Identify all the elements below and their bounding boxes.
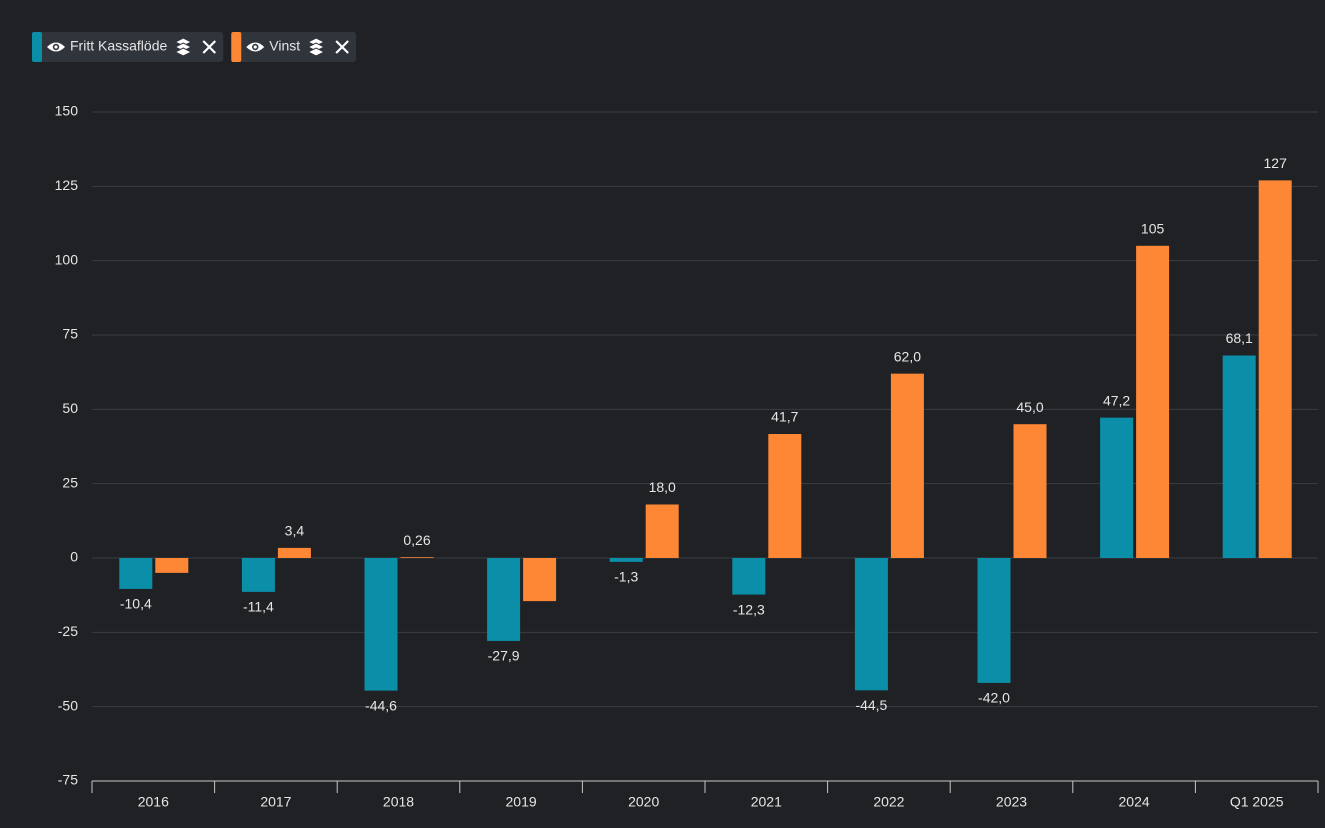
legend: Fritt Kassaflöde Vinst	[32, 32, 357, 62]
legend-chip	[32, 32, 224, 62]
eye-icon[interactable]	[47, 42, 65, 52]
bar	[609, 558, 643, 562]
y-tick-label: 0	[70, 549, 78, 565]
bar	[854, 558, 888, 691]
bar	[241, 558, 275, 592]
bar	[1258, 180, 1292, 559]
y-tick-label: 125	[55, 177, 79, 193]
bar	[732, 558, 766, 595]
data-label: 127	[1264, 155, 1288, 171]
eye-dot	[253, 45, 257, 49]
data-label: 45,0	[1016, 399, 1043, 415]
stack-layer	[174, 47, 193, 57]
data-label: -12,3	[733, 601, 765, 617]
data-label: -42,0	[978, 690, 1010, 706]
bar	[645, 504, 679, 558]
y-tick-label: -50	[58, 697, 78, 713]
bar	[1013, 424, 1047, 558]
legend-swatch	[231, 32, 242, 62]
x-tick-label: 2024	[1119, 794, 1150, 810]
close-icon[interactable]	[335, 40, 349, 54]
data-label: -1,3	[614, 569, 638, 585]
x-tick-label: 2022	[873, 794, 904, 810]
y-tick-label: 75	[62, 326, 78, 342]
data-label: 3,4	[285, 523, 305, 539]
stack-layer	[307, 47, 326, 57]
eye-icon[interactable]	[246, 42, 265, 52]
legend-label: Vinst	[269, 38, 300, 54]
data-label: -44,5	[855, 697, 887, 713]
x-tick-label: 2018	[383, 794, 414, 810]
data-label: 18,0	[649, 479, 676, 495]
bar	[1136, 245, 1170, 559]
data-label: 62,0	[894, 348, 921, 364]
bar	[977, 558, 1011, 683]
stack-icon[interactable]	[307, 37, 326, 57]
bar	[768, 434, 802, 558]
bar	[1100, 417, 1134, 558]
x-tick-label: 2019	[506, 794, 537, 810]
data-label: 0,26	[403, 532, 430, 548]
data-label: 47,2	[1103, 392, 1130, 408]
stack-icon[interactable]	[174, 37, 193, 57]
legend-item[interactable]: Vinst	[231, 32, 357, 62]
close-icon[interactable]	[202, 40, 217, 54]
bar	[1222, 355, 1256, 558]
data-label: -44,6	[365, 697, 397, 713]
bar	[523, 558, 557, 602]
bar	[277, 547, 311, 558]
bar	[890, 373, 924, 558]
x-tick-label: 2021	[751, 794, 782, 810]
bar	[487, 558, 521, 641]
x-tick-label: 2020	[628, 794, 659, 810]
eye-dot	[54, 45, 58, 49]
bar	[155, 558, 189, 573]
x-tick-label: 2017	[260, 794, 291, 810]
x-tick-label: Q1 2025	[1230, 794, 1284, 810]
data-label: -10,4	[120, 596, 152, 612]
bar	[400, 557, 434, 558]
data-label: 105	[1141, 221, 1165, 237]
bar	[364, 558, 398, 691]
legend-label: Fritt Kassaflöde	[70, 38, 167, 54]
y-tick-label: 100	[55, 251, 79, 267]
data-label: -11,4	[243, 599, 274, 615]
y-tick-label: -25	[58, 623, 78, 639]
x-tick-label: 2016	[138, 794, 169, 810]
y-tick-label: -75	[58, 772, 78, 788]
y-tick-label: 150	[55, 103, 79, 119]
legend-item[interactable]: Fritt Kassaflöde	[32, 32, 224, 62]
data-label: 41,7	[771, 409, 798, 425]
x-tick-label: 2023	[996, 794, 1027, 810]
legend-swatch	[32, 32, 42, 62]
data-label: -27,9	[488, 648, 520, 664]
y-tick-label: 50	[62, 400, 78, 416]
y-tick-label: 25	[62, 474, 78, 490]
legend-chip	[231, 32, 357, 62]
data-label: 68,1	[1226, 330, 1253, 346]
bar	[119, 558, 153, 589]
